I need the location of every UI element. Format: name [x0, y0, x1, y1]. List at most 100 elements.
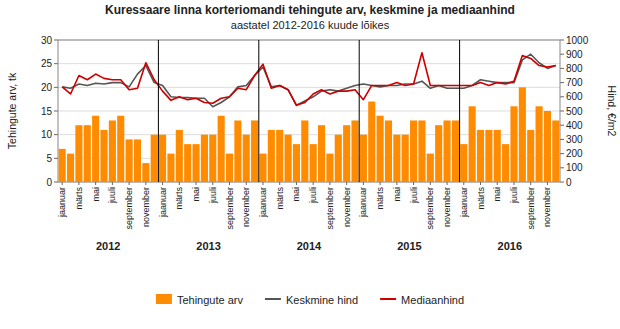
chart: Kuressaare linna korteriomandi tehingute…	[0, 0, 620, 329]
x-tick	[547, 182, 548, 185]
x-tick	[447, 182, 448, 185]
x-tick-label: märts	[476, 187, 486, 210]
bar	[377, 116, 384, 182]
y2-tick	[560, 82, 564, 83]
plot-frame	[58, 40, 560, 182]
legend-item: Keskmine hind	[265, 294, 358, 306]
y2-tick	[560, 111, 564, 112]
x-tick-label: mai	[291, 187, 301, 202]
bar	[126, 139, 133, 182]
line	[62, 53, 556, 106]
x-tick-label: september	[124, 187, 134, 230]
x-tick	[497, 182, 498, 185]
bar	[410, 120, 417, 182]
x-tick-label: juuli	[107, 187, 117, 204]
y2-tick-label: 700	[566, 77, 583, 88]
bar	[192, 144, 199, 182]
bar	[201, 135, 208, 182]
y2-tick-label: 200	[566, 148, 583, 159]
bar	[84, 125, 91, 182]
x-tick	[129, 182, 130, 185]
x-tick-label: märts	[375, 187, 385, 210]
legend-item: Mediaanhind	[380, 294, 464, 306]
x-tick-label: september	[425, 187, 435, 230]
legend-label: Keskmine hind	[286, 294, 358, 306]
x-tick	[112, 182, 113, 185]
legend-label: Tehingute arv	[177, 294, 244, 306]
axes: 0510152025300100200300400500600700800900…	[6, 35, 618, 188]
y2-tick-label: 800	[566, 63, 583, 74]
y2-tick-label: 400	[566, 120, 583, 131]
x-tick	[463, 182, 464, 185]
x-tick-label: september	[225, 187, 235, 230]
bar	[452, 120, 459, 182]
x-axis: jaanuar märts mai juuli september november jaa…	[57, 182, 552, 230]
bar	[310, 144, 317, 182]
y2-tick-label: 0	[566, 177, 572, 188]
y2-tick	[560, 54, 564, 55]
bar	[335, 135, 342, 182]
y2-tick	[560, 139, 564, 140]
y2-tick-label: 100	[566, 162, 583, 173]
bar	[385, 120, 392, 182]
y-tick	[54, 134, 58, 135]
title: Kuressaare linna korteriomandi tehingute…	[105, 3, 515, 17]
bar	[134, 139, 141, 182]
bar	[552, 120, 559, 182]
bar	[326, 154, 333, 182]
bar	[536, 106, 543, 182]
x-tick	[196, 182, 197, 185]
bar	[226, 154, 233, 182]
x-tick	[145, 182, 146, 185]
legend: Tehingute arv Keskmine hind Mediaanhind	[156, 294, 464, 306]
x-tick	[396, 182, 397, 185]
year-label: 2016	[498, 240, 522, 252]
x-tick-label: november	[542, 187, 552, 227]
bar	[59, 149, 66, 182]
bar	[276, 130, 283, 182]
x-tick-label: jaanuar	[57, 187, 67, 218]
year-divider	[359, 40, 360, 182]
bar	[368, 102, 375, 182]
y2-tick	[560, 125, 564, 126]
y2-tick	[560, 167, 564, 168]
x-tick	[346, 182, 347, 185]
x-tick	[212, 182, 213, 185]
legend-swatch	[156, 294, 172, 304]
x-tick	[279, 182, 280, 185]
page: {"chart_data": { "type": "bar", "title":…	[0, 0, 620, 329]
x-tick-label: juuli	[308, 187, 318, 204]
bar	[117, 116, 124, 182]
y-axis-label: Tehingute arv, tk	[6, 72, 18, 149]
x-tick	[313, 182, 314, 185]
bar-series	[59, 87, 560, 182]
legend-swatch	[265, 298, 281, 300]
x-tick-label: juuli	[409, 187, 419, 204]
x-tick-label: mai	[191, 187, 201, 202]
year-labels: 20122013201420152016	[96, 240, 522, 252]
x-tick-label: november	[442, 187, 452, 227]
bar	[301, 120, 308, 182]
x-tick-label: märts	[174, 187, 184, 210]
x-tick	[480, 182, 481, 185]
y-tick-label: 0	[46, 177, 52, 188]
bar	[176, 130, 183, 182]
y2-tick	[560, 96, 564, 97]
y2-tick	[560, 40, 564, 41]
grid-line	[58, 111, 560, 112]
bar	[527, 130, 534, 182]
x-tick	[246, 182, 247, 185]
bar	[435, 125, 442, 182]
x-tick-label: jaanuar	[358, 187, 368, 218]
y-tick-label: 30	[41, 35, 53, 46]
x-tick	[262, 182, 263, 185]
x-tick-label: mai	[492, 187, 502, 202]
bar	[544, 111, 551, 182]
x-tick-label: märts	[275, 187, 285, 210]
bar	[151, 135, 158, 182]
x-tick	[78, 182, 79, 185]
grid-line	[58, 63, 560, 64]
x-tick-label: jaanuar	[459, 187, 469, 218]
x-tick	[413, 182, 414, 185]
year-label: 2015	[397, 240, 421, 252]
